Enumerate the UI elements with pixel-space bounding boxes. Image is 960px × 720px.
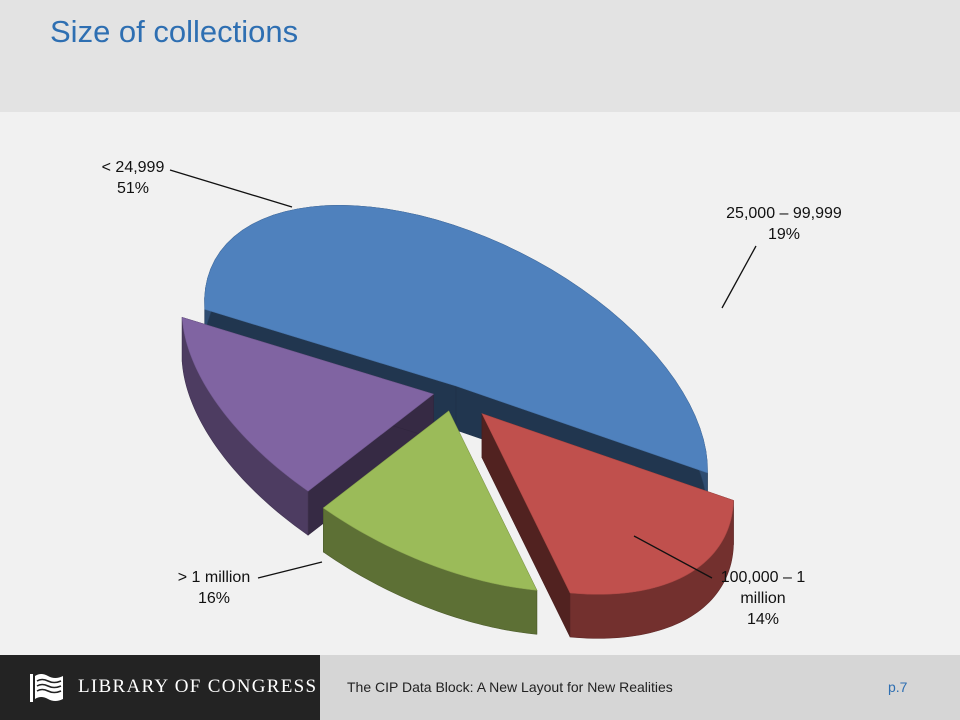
- pie-slice-2: [481, 413, 734, 639]
- slice-value-1: 51%: [117, 180, 149, 197]
- slice-labels: < 24,999 51% 25,000 – 99,999 19% 100,000 – 1…: [102, 159, 842, 628]
- slide-header: Size of collections: [0, 0, 960, 112]
- slice-label-2: 25,000 – 99,999: [726, 205, 842, 222]
- slice-label-1: < 24,999: [102, 159, 165, 176]
- pie-slice-3: [322, 410, 538, 635]
- leader-line-2: [721, 245, 757, 309]
- slice-top-2: [481, 413, 734, 595]
- slice-label-3: 100,000 – 1: [721, 569, 806, 586]
- slide-title: Size of collections: [50, 14, 299, 49]
- slice-top-4: [181, 317, 435, 492]
- footer: LIBRARY OF CONGRESS The CIP Data Block: …: [0, 655, 960, 720]
- slice-top-3: [322, 410, 538, 591]
- pie-chart: < 24,999 51% 25,000 – 99,999 19% 100,000 – 1…: [0, 112, 960, 655]
- leader-line-1: [169, 169, 293, 208]
- slice-value-4: 16%: [198, 590, 230, 607]
- leader-line-4: [257, 561, 323, 579]
- footer-logo: LIBRARY OF CONGRESS: [0, 655, 320, 720]
- leader-line-3: [633, 535, 713, 579]
- slice-label-4: > 1 million: [178, 569, 250, 586]
- pie-chart-svg: < 24,999 51% 25,000 – 99,999 19% 100,000 – 1…: [102, 159, 842, 639]
- logo-text: LIBRARY OF CONGRESS: [78, 676, 318, 697]
- slices-layer: [181, 205, 734, 639]
- leader-lines: [169, 169, 757, 579]
- slice-value-3: 14%: [747, 611, 779, 628]
- slice-label-3: million: [740, 590, 785, 607]
- page-number: p.7: [888, 679, 908, 695]
- slice-value-2: 19%: [768, 226, 800, 243]
- library-of-congress-logo-icon: [30, 674, 63, 702]
- slice-top-1: [204, 205, 708, 474]
- footer-caption: The CIP Data Block: A New Layout for New…: [347, 679, 673, 695]
